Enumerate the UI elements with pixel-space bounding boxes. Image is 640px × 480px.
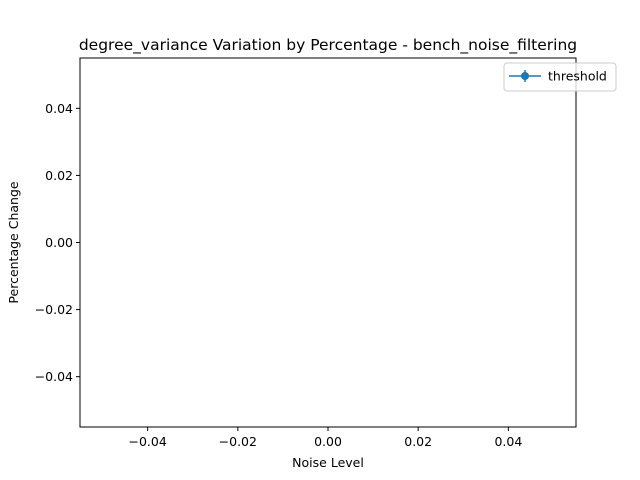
legend-label-threshold: threshold <box>548 69 607 84</box>
x-tick-label: 0.04 <box>494 434 522 449</box>
x-axis-ticks: −0.04 −0.02 0.00 0.02 0.04 <box>128 427 522 449</box>
legend-box <box>503 62 617 92</box>
x-tick-label: 0.00 <box>314 434 342 449</box>
x-tick-label: −0.02 <box>219 434 257 449</box>
x-tick-label: −0.04 <box>128 434 166 449</box>
chart-title: degree_variance Variation by Percentage … <box>79 36 577 55</box>
y-axis-ticks: −0.04 −0.02 0.00 0.02 0.04 <box>35 101 80 384</box>
x-tick-label: 0.02 <box>404 434 432 449</box>
legend: threshold <box>503 62 617 92</box>
y-axis-label: Percentage Change <box>6 181 21 303</box>
y-tick-label: 0.02 <box>45 168 73 183</box>
y-tick-label: 0.04 <box>45 101 73 116</box>
y-tick-label: 0.00 <box>45 235 73 250</box>
plot-area <box>80 58 576 427</box>
plot-frame <box>79 57 577 428</box>
y-tick-label: −0.04 <box>35 369 73 384</box>
x-axis-label: Noise Level <box>292 455 364 470</box>
legend-marker-threshold <box>521 72 529 80</box>
y-tick-label: −0.02 <box>35 302 73 317</box>
